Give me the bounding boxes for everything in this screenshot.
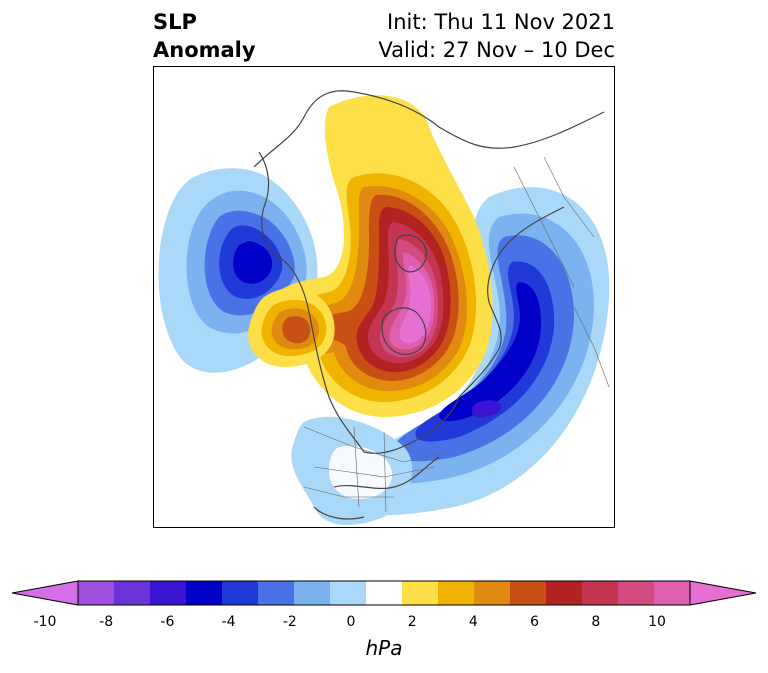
colorbar-segment: [582, 581, 619, 605]
colorbar-tick-label: -4: [221, 614, 236, 630]
coastlines: [253, 90, 605, 520]
colorbar-segment: [510, 581, 547, 605]
borders: [303, 156, 610, 513]
colorbar-tick-label: -10: [33, 614, 57, 630]
colorbar-segment: [222, 581, 259, 605]
colorbar-segment: [186, 581, 223, 605]
colorbar-tick-label: 2: [407, 614, 417, 630]
colorbar-segment: [294, 581, 331, 605]
colorbar-segment: [402, 581, 439, 605]
title-right: Init: Thu 11 Nov 2021 Valid: 27 Nov – 10…: [378, 8, 615, 64]
colorbar-label: hPa: [365, 636, 403, 660]
init-date: Init: Thu 11 Nov 2021: [387, 10, 615, 34]
colorbar-tick-label: -2: [282, 614, 297, 630]
colorbar-segment: [114, 581, 151, 605]
colorbar-segment: [654, 581, 691, 605]
colorbar: [12, 580, 756, 606]
colorbar-segment: [330, 581, 367, 605]
colorbar-arrow-right: [689, 580, 756, 606]
colorbar-frame: [77, 580, 691, 606]
colorbar-tick-label: 0: [346, 614, 356, 630]
positive-anomaly-west-coast: [248, 287, 335, 367]
negative-anomaly-atlantic: [333, 187, 610, 516]
colorbar-segment: [474, 581, 511, 605]
colorbar-segment: [78, 581, 115, 605]
valid-range: Valid: 27 Nov – 10 Dec: [378, 38, 615, 62]
title-left: SLP Anomaly: [153, 8, 256, 64]
colorbar-tick-label: 8: [591, 614, 601, 630]
colorbar-tick-label: 6: [530, 614, 540, 630]
colorbar-segment: [258, 581, 295, 605]
anomaly-map: [153, 66, 615, 528]
colorbar-segment: [618, 581, 655, 605]
map-canvas: [158, 90, 610, 526]
colorbar-tick-label: -6: [160, 614, 175, 630]
colorbar-arrow-left: [12, 580, 79, 606]
colorbar-segment: [546, 581, 583, 605]
colorbar-tick-label: 10: [648, 614, 666, 630]
colorbar-segment: [150, 581, 187, 605]
title-variable: SLP: [153, 10, 197, 34]
colorbar-tick-label: 4: [468, 614, 478, 630]
colorbar-tick-label: -8: [99, 614, 114, 630]
colorbar-segment: [438, 581, 475, 605]
colorbar-segment: [366, 581, 403, 605]
title-type: Anomaly: [153, 38, 256, 62]
